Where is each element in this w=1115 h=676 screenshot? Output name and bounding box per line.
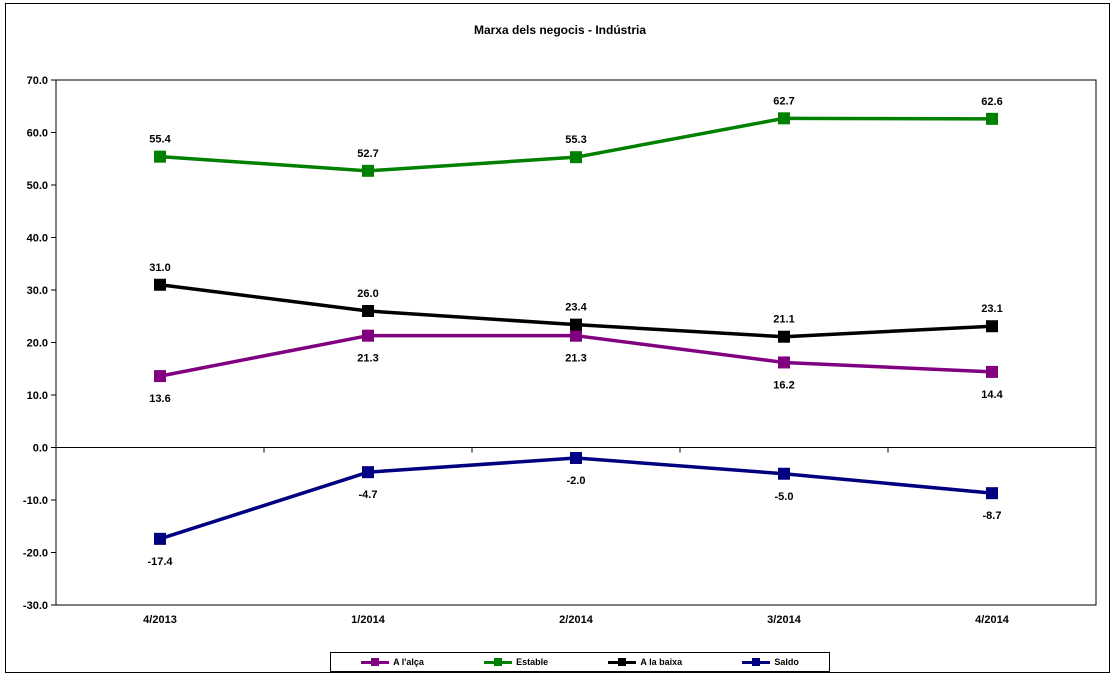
data-label-a-l-al-a: 16.2: [773, 379, 794, 391]
chart-frame: [5, 3, 1110, 673]
data-point-estable: [778, 112, 790, 125]
legend-swatch-a-la-baixa: [608, 657, 637, 666]
data-label-a-l-al-a: 14.4: [981, 389, 1003, 401]
legend-swatch-a-l-alca: [361, 657, 390, 666]
data-point-saldo: [154, 532, 166, 545]
data-label-saldo: -8.7: [983, 510, 1002, 522]
data-point-a-l-al-a: [154, 370, 166, 383]
data-label-estable: 55.4: [149, 134, 171, 146]
data-label-saldo: -17.4: [147, 556, 173, 568]
data-label-saldo: -5.0: [775, 491, 794, 503]
data-point-a-la-baixa: [154, 278, 166, 291]
data-point-saldo: [570, 452, 582, 464]
data-point-a-la-baixa: [986, 320, 998, 333]
legend-label-estable: Estable: [516, 657, 549, 667]
data-label-estable: 55.3: [565, 134, 586, 146]
data-point-a-la-baixa: [570, 318, 582, 331]
y-tick-label: -20.0: [23, 548, 48, 560]
x-tick-label: 2/2014: [559, 614, 594, 626]
data-point-a-la-baixa: [778, 330, 790, 343]
data-point-a-la-baixa: [362, 305, 374, 317]
legend-label-a-la-baixa: A la baixa: [640, 657, 683, 667]
data-label-estable: 62.6: [981, 96, 1002, 108]
x-tick-label: 4/2013: [143, 614, 177, 626]
chart-title: Marxa dels negocis - Indústria: [474, 23, 646, 37]
y-tick-label: -30.0: [23, 600, 48, 612]
data-label-a-la-baixa: 26.0: [357, 288, 378, 300]
data-label-a-la-baixa: 23.4: [565, 302, 587, 314]
legend-swatch-saldo: [742, 657, 771, 666]
data-label-a-la-baixa: 23.1: [981, 303, 1002, 315]
data-label-estable: 62.7: [773, 95, 794, 107]
legend-item-a-l-alca: A l'alça: [361, 657, 424, 667]
legend: A l'alça Estable A la baixa Saldo: [330, 652, 830, 672]
x-tick-label: 3/2014: [767, 614, 802, 626]
data-point-estable: [362, 164, 374, 177]
data-point-saldo: [778, 467, 790, 480]
data-label-saldo: -2.0: [567, 475, 586, 487]
data-point-saldo: [362, 466, 374, 479]
data-label-estable: 52.7: [357, 148, 378, 160]
y-tick-label: 50.0: [27, 180, 48, 192]
y-tick-label: 60.0: [27, 128, 48, 140]
data-label-saldo: -4.7: [359, 489, 378, 501]
y-tick-label: 10.0: [27, 390, 48, 402]
y-tick-label: 30.0: [27, 285, 48, 297]
data-point-a-l-al-a: [362, 329, 374, 342]
legend-item-estable: Estable: [484, 657, 548, 667]
data-label-a-l-al-a: 13.6: [149, 393, 170, 405]
legend-item-saldo: Saldo: [742, 657, 799, 667]
data-point-a-l-al-a: [986, 365, 998, 378]
data-label-a-la-baixa: 21.1: [773, 314, 794, 326]
legend-swatch-estable: [484, 657, 513, 666]
y-tick-label: 20.0: [27, 338, 48, 350]
data-point-saldo: [986, 487, 998, 500]
legend-label-a-l-alca: A l'alça: [393, 657, 424, 667]
data-label-a-l-al-a: 21.3: [357, 353, 378, 365]
y-tick-label: 70.0: [27, 75, 48, 87]
data-point-estable: [570, 151, 582, 164]
data-point-estable: [986, 112, 998, 125]
legend-item-a-la-baixa: A la baixa: [608, 657, 682, 667]
data-point-a-l-al-a: [778, 356, 790, 369]
data-point-estable: [154, 150, 166, 163]
y-tick-label: 0.0: [33, 443, 48, 455]
data-label-a-l-al-a: 21.3: [565, 353, 586, 365]
y-tick-label: 40.0: [27, 233, 48, 245]
data-label-a-la-baixa: 31.0: [149, 262, 170, 274]
plot-area: 70.0 60.0 50.0 40.0 30.0 20.0 10.0 0.0 -10.0 -20.…: [23, 75, 1097, 626]
x-tick-label: 1/2014: [351, 614, 386, 626]
data-point-a-l-al-a: [570, 329, 582, 342]
x-tick-label: 4/2014: [975, 614, 1010, 626]
series-line-saldo: [159, 456, 993, 541]
y-tick-label: -10.0: [23, 495, 48, 507]
legend-label-saldo: Saldo: [774, 657, 799, 667]
